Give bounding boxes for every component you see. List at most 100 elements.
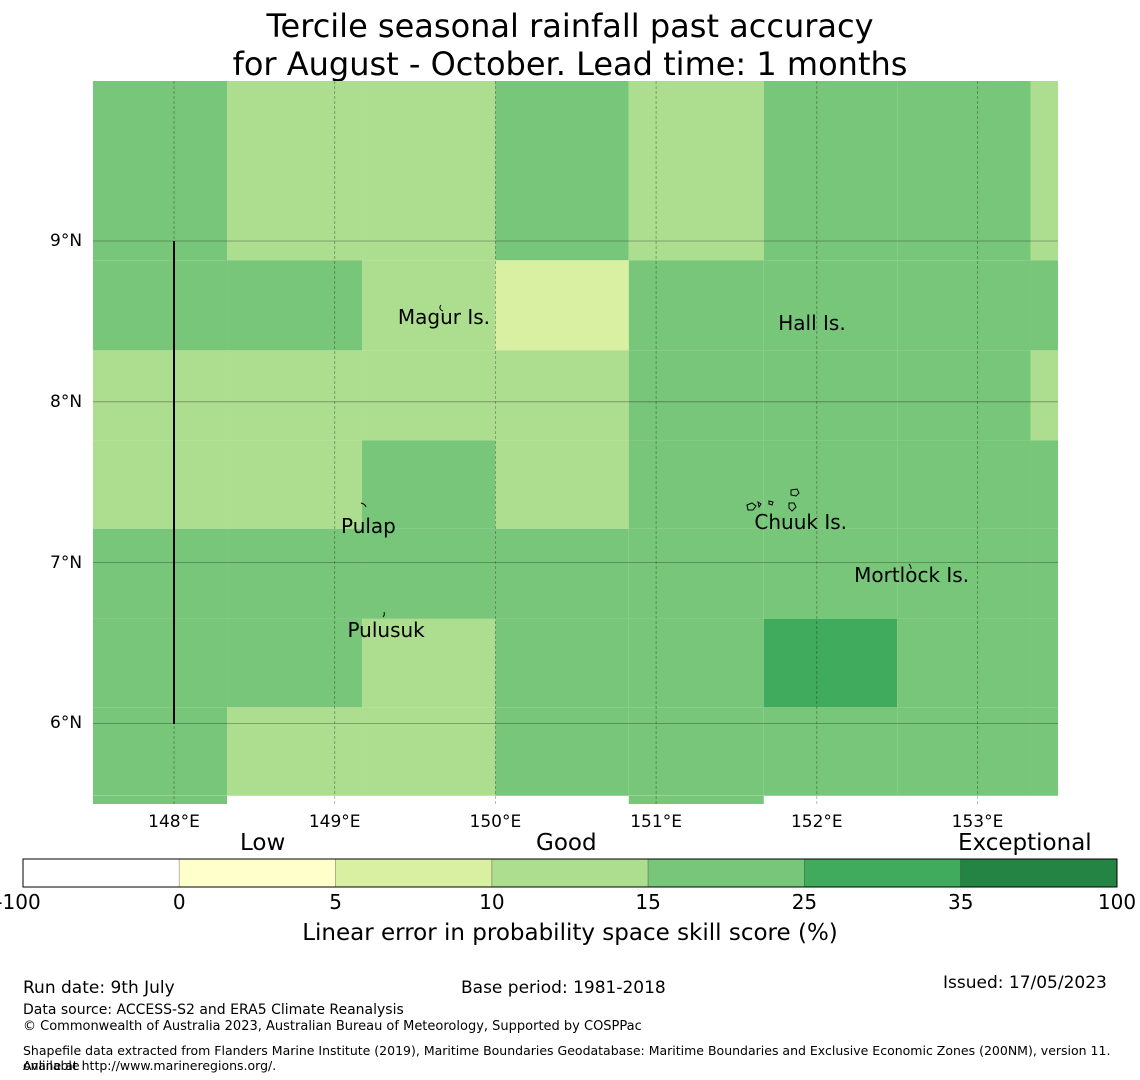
colorbar-tick-3: 10 (479, 890, 505, 914)
grid-cell-r3-c6 (897, 440, 1031, 529)
grid-cell-r5-c3 (495, 618, 629, 708)
grid-cell-r3-c2 (362, 440, 496, 529)
grid-cell-r1-c2 (362, 260, 496, 351)
grid-cell-r3-c1 (227, 440, 363, 529)
x-tick-label-1: 149°E (308, 812, 361, 832)
grid-cell-r6-c3 (495, 707, 629, 796)
y-tick-label-1: 8°N (50, 391, 83, 412)
colorbar-tick-5: 25 (791, 890, 818, 914)
y-tick-label-2: 7°N (50, 552, 83, 573)
grid-cell-r0-c0 (93, 81, 228, 261)
grid-cell-r1-c3 (495, 260, 629, 351)
grid-cell-r4-c6 (897, 528, 1031, 619)
colorbar-tick-2: 5 (329, 890, 342, 914)
map-title-line2: for August - October. Lead time: 1 month… (232, 45, 908, 83)
grid-cell-r4-c0 (93, 528, 228, 619)
grid-cell-r6-c2 (362, 707, 496, 796)
x-tick-label-5: 153°E (951, 812, 1004, 832)
grid-cell-r5-c4 (628, 618, 764, 708)
colorbar-tick-7: 100 (1097, 890, 1137, 914)
colorbar-segment-4 (647, 858, 805, 888)
colorbar-category-good: Good (536, 830, 597, 856)
grid-cell-r1-c7 (1030, 260, 1058, 351)
grid-cell-r6-c7 (1030, 707, 1058, 796)
mortlock-island-shape (908, 563, 912, 570)
grid-cell-r6-c6 (897, 707, 1031, 796)
grid-cell-r6-c5 (763, 707, 898, 796)
grid-cell-r2-c0 (93, 350, 228, 441)
place-label-0: Magur Is. (397, 304, 491, 329)
grid-cell-r2-c7 (1030, 350, 1058, 441)
chuuk-island-shape-5 (788, 502, 797, 512)
grid-cell-r5-c2 (362, 618, 496, 708)
chuuk-island-shape-2 (746, 502, 757, 511)
place-label-1: Hall Is. (778, 311, 846, 335)
island-shapes (360, 304, 912, 618)
shapefile-credit-line1: Shapefile data extracted from Flanders M… (23, 1043, 1111, 1073)
x-tick-label-0: 148°E (148, 812, 200, 832)
grid-cell-r4-c7 (1030, 528, 1058, 619)
colorbar-frame (22, 858, 1118, 888)
grid-cell-r4-c2 (362, 528, 496, 619)
place-label-5: Pulusuk (347, 618, 425, 643)
colorbar-segment-0 (22, 858, 180, 888)
grid-cell-r3-c5 (763, 440, 898, 529)
colorbar-segment-6 (960, 858, 1118, 888)
place-label-2: Pulap (340, 513, 396, 538)
grid-cell-r0-c1 (227, 81, 363, 261)
pulap-island-shape (360, 502, 367, 508)
colorbar-category-low: Low (240, 830, 286, 856)
colorbar-category-exceptional: Exceptional (958, 830, 1092, 856)
grid-cell-r0-c4 (628, 81, 764, 261)
graticule (93, 81, 1058, 804)
colorbar-tick-4: 15 (635, 890, 661, 914)
grid-cell-r3-c7 (1030, 440, 1058, 529)
grid-cell-r4-c4 (628, 528, 764, 619)
shapefile-credit-line2: online at http://www.marineregions.org/. (23, 1058, 277, 1073)
grid-cell-r0-c3 (495, 81, 629, 261)
grid-cell-r2-c5 (763, 350, 898, 441)
x-tick-label-3: 151°E (630, 812, 682, 832)
y-tick-label-3: 6°N (50, 713, 83, 734)
grid-cell-r3-c3 (495, 440, 629, 529)
grid-cell-r3-c0 (93, 440, 228, 529)
grid-cell-r0-c5 (763, 81, 898, 261)
grid-cell-r5-c6 (897, 618, 1031, 708)
grid-cell-r0-c6 (897, 81, 1031, 261)
grid-cell-r1-c1 (227, 260, 363, 351)
magur-island-shape (439, 304, 444, 312)
x-tick-label-2: 150°E (469, 812, 522, 832)
y-tick-label-0: 9°N (50, 231, 83, 251)
grid-cell-r2-c1 (227, 350, 363, 441)
grid-cell-r0-c7 (1030, 81, 1058, 261)
grid-cell-r5-c7 (1030, 618, 1058, 708)
colorbar-segment-5 (804, 858, 962, 888)
colorbar-segment-3 (491, 858, 649, 888)
copyright: © Commonwealth of Australia 2023, Austra… (23, 1019, 642, 1034)
grid-cell-r1-c5 (763, 260, 898, 351)
grid-cell-r6-c0 (93, 707, 228, 796)
chuuk-island-shape-1 (790, 488, 800, 497)
grid-cell-r6-c4 (628, 707, 764, 796)
grid-cell-r1-c4 (628, 260, 764, 351)
colorbar-tick-1: 0 (172, 890, 186, 914)
place-label-4: Mortlock Is. (854, 563, 970, 588)
grid-cell-r3-c4 (628, 440, 764, 529)
grid-cell-r1-c6 (897, 260, 1031, 351)
grid-cell-r2-c3 (495, 350, 629, 441)
grid-cell-r2-c6 (897, 350, 1031, 441)
grid-cell-r4-c5 (763, 528, 898, 619)
x-tick-label-4: 152°E (790, 812, 843, 832)
grid-cell-r4-c1 (227, 528, 363, 619)
chuuk-island-shape-3 (757, 500, 762, 509)
grid-cell-r5-c5 (763, 618, 898, 708)
grid-cell-r6-c1 (227, 707, 363, 796)
grid-cell-r5-c1 (227, 618, 363, 708)
grid-cell-r2-c4 (628, 350, 764, 441)
bottom-strip-1 (628, 796, 764, 804)
data-source: Data source: ACCESS-S2 and ERA5 Climate … (23, 1002, 404, 1018)
colorbar-segment-1 (178, 858, 336, 888)
place-label-3: Chuuk Is. (754, 510, 848, 535)
skill-grid (93, 81, 1058, 804)
